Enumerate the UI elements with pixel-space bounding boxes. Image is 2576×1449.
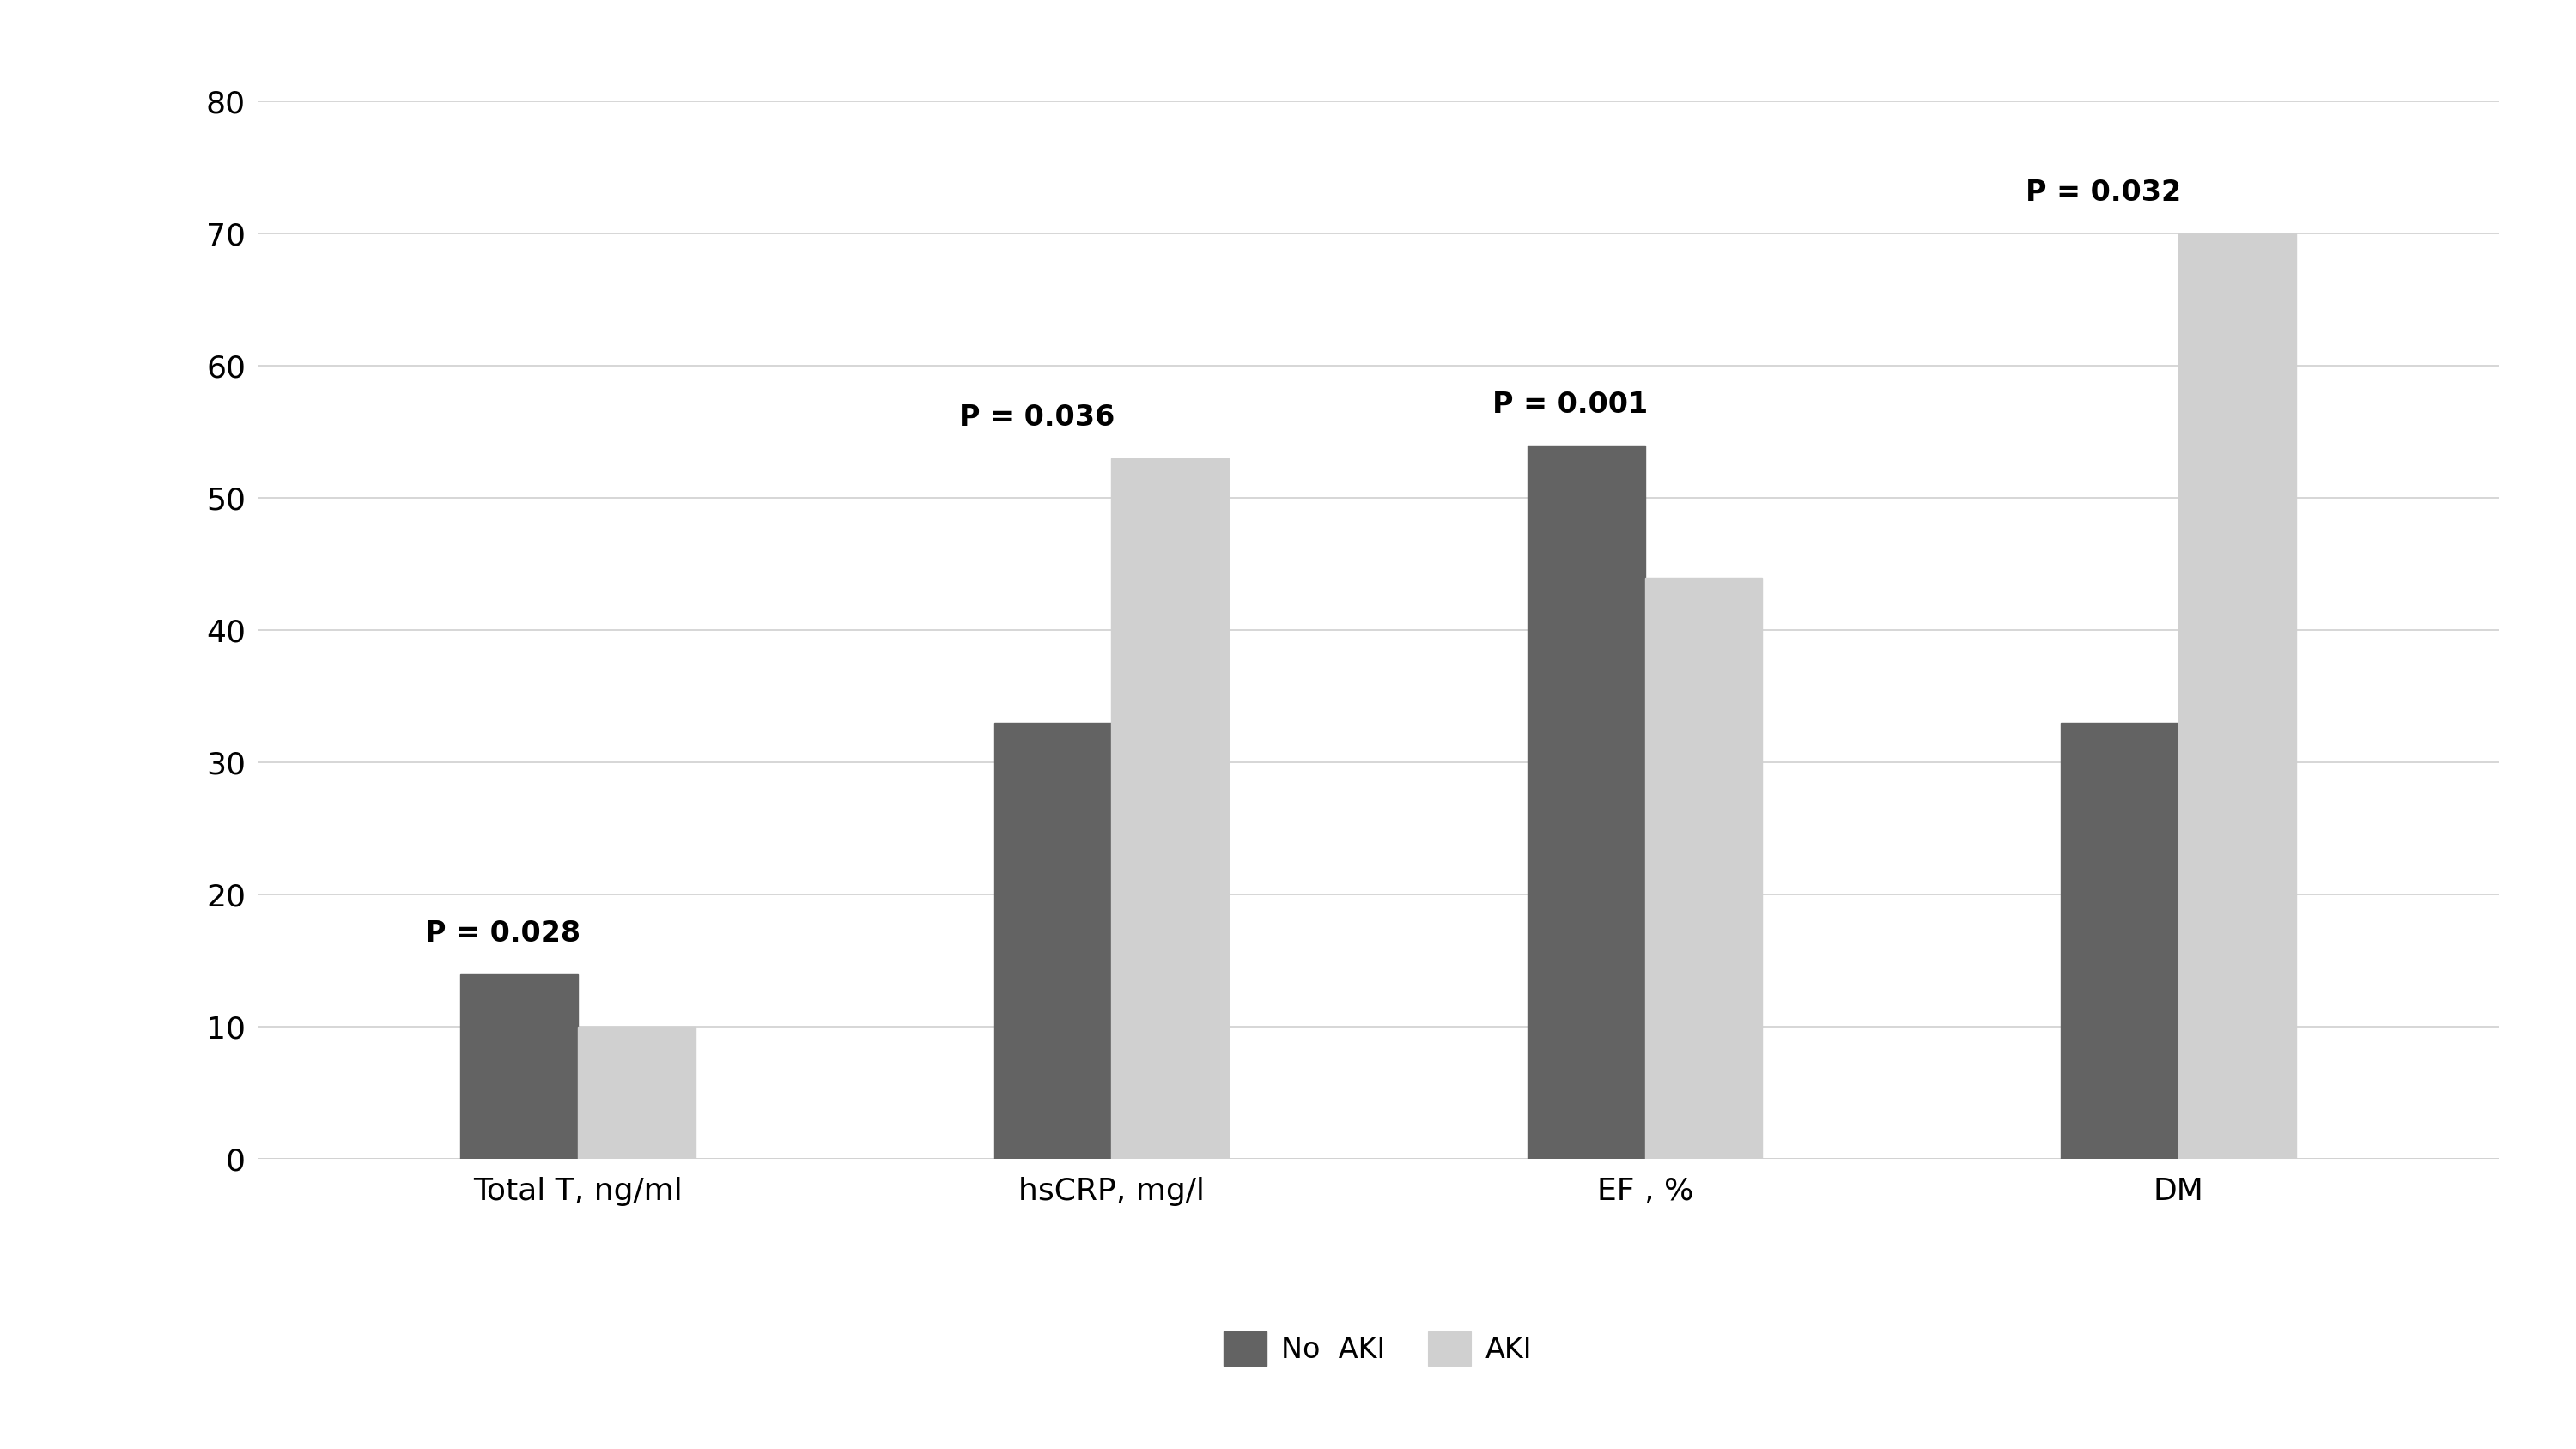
Legend: No  AKI, AKI: No AKI, AKI (1213, 1320, 1543, 1378)
Bar (994, 723, 1110, 1159)
Bar (461, 974, 577, 1159)
Bar (2061, 723, 2179, 1159)
Text: P = 0.028: P = 0.028 (425, 919, 580, 948)
Bar (1646, 577, 1762, 1159)
Text: P = 0.036: P = 0.036 (958, 404, 1115, 432)
Bar (1110, 458, 1229, 1159)
Text: P = 0.032: P = 0.032 (2025, 178, 2182, 207)
Bar (1528, 445, 1646, 1159)
Bar (577, 1027, 696, 1159)
Text: P = 0.001: P = 0.001 (1492, 390, 1649, 419)
Bar (2179, 233, 2295, 1159)
